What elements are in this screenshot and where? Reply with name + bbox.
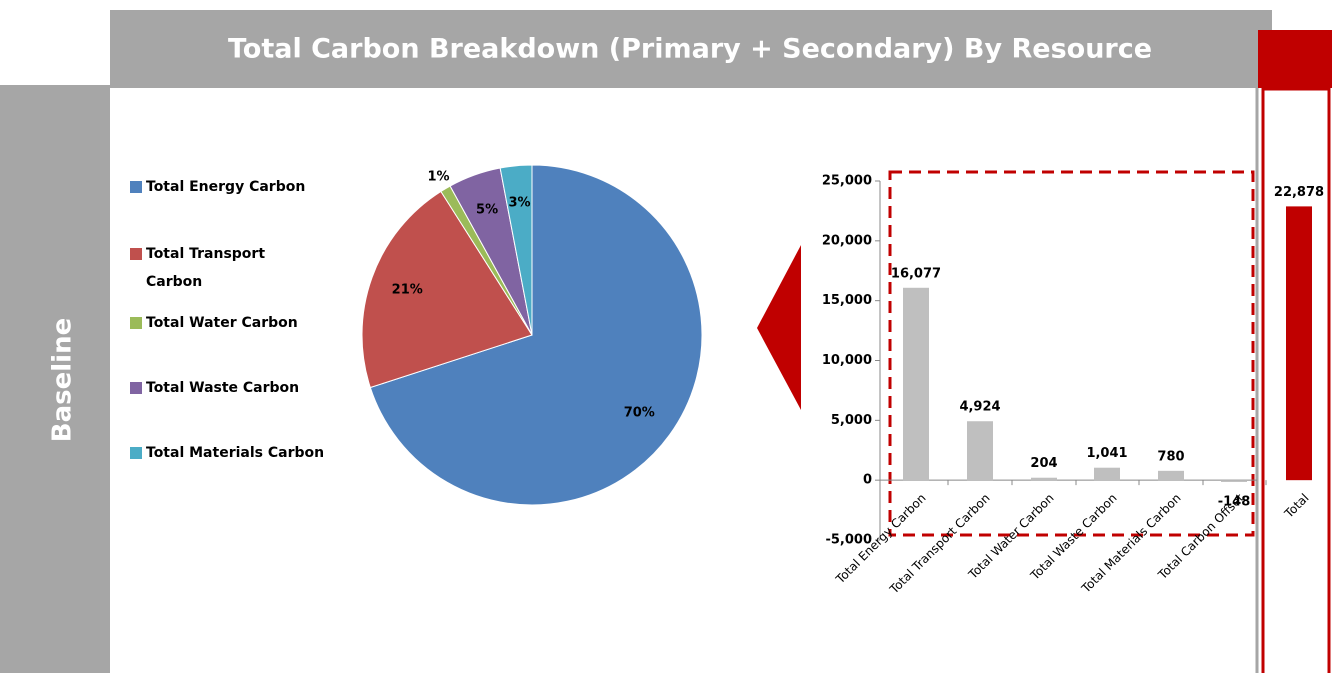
value-label: 22,878	[1274, 185, 1324, 200]
value-label: 1,041	[1086, 446, 1127, 461]
value-label: 204	[1030, 456, 1057, 471]
y-tick-label: 15,000	[822, 293, 872, 308]
total-frame	[1261, 87, 1331, 673]
pie-slice	[499, 164, 533, 336]
legend-item: Total Water Carbon	[130, 309, 330, 337]
y-tick-label: 20,000	[822, 233, 872, 248]
legend-item: Total Materials Carbon	[130, 439, 330, 467]
legend-label: Total Materials Carbon	[146, 445, 325, 461]
pie-label: 70%	[624, 405, 655, 420]
y-tick-label: 0	[863, 473, 872, 488]
value-label: -148	[1218, 495, 1251, 510]
pie-label: 3%	[508, 195, 530, 210]
legend-label: Total Waste Carbon	[146, 380, 300, 396]
pie-label: 1%	[428, 169, 450, 184]
pie-slice	[361, 190, 533, 389]
value-label: 780	[1157, 449, 1184, 464]
legend-swatch	[130, 382, 142, 394]
legend-item: Total Waste Carbon	[130, 374, 330, 402]
pie-slice	[369, 164, 703, 506]
header-bar	[110, 10, 1272, 88]
bar	[1221, 480, 1247, 482]
legend-label: Total Transport Carbon	[146, 246, 266, 290]
pie-label: 5%	[476, 203, 498, 218]
bar	[903, 287, 929, 481]
bar	[1094, 467, 1120, 481]
legend-label: Total Water Carbon	[146, 315, 298, 331]
y-tick-label: -5,000	[825, 533, 872, 548]
legend-swatch	[130, 248, 142, 260]
total-header	[1258, 30, 1332, 88]
arrow	[757, 245, 801, 410]
value-label: 4,924	[959, 400, 1000, 415]
legend-swatch	[130, 447, 142, 459]
bar	[1158, 470, 1184, 481]
legend-item: Total Transport Carbon	[130, 240, 330, 296]
legend-label: Total Energy Carbon	[146, 179, 306, 195]
x-tick-label: Total	[1281, 491, 1311, 521]
y-tick-label: 10,000	[822, 353, 872, 368]
y-tick-label: 25,000	[822, 174, 872, 189]
y-tick-label: 5,000	[831, 413, 872, 428]
value-label: 16,077	[891, 266, 941, 281]
side-bar	[0, 85, 110, 673]
legend-swatch	[130, 317, 142, 329]
side-label: Baseline	[48, 318, 78, 442]
bar	[1031, 477, 1057, 481]
legend-swatch	[130, 181, 142, 193]
pie-label: 21%	[392, 283, 423, 298]
highlight-box	[888, 170, 1255, 537]
bar	[967, 421, 993, 481]
legend-item: Total Energy Carbon	[130, 173, 330, 201]
header-title: Total Carbon Breakdown (Primary + Second…	[228, 34, 1152, 65]
bar	[1286, 206, 1312, 481]
